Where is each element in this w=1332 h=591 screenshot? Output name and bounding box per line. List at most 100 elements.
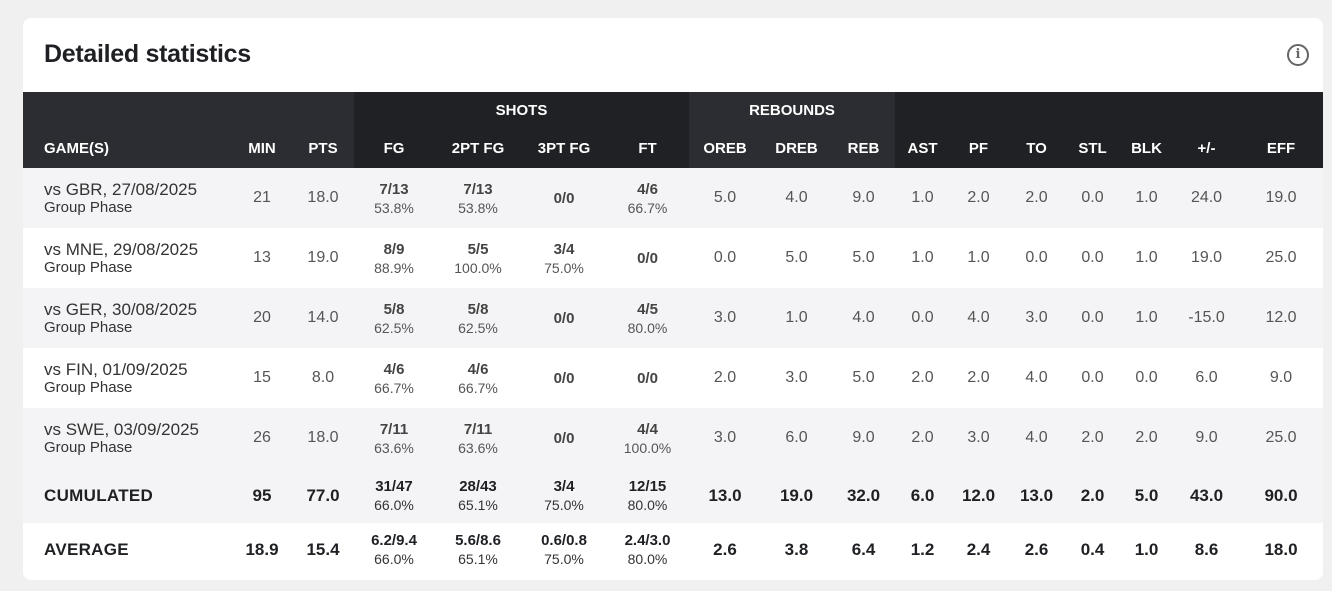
column-header-3pt-fg[interactable]: 3PT FG	[522, 128, 606, 168]
oreb-cell: 2.6	[713, 539, 737, 559]
eff-cell: 25.0	[1265, 249, 1297, 266]
stl-cell: 0.0	[1081, 369, 1104, 386]
column-header-eff[interactable]: EFF	[1239, 128, 1323, 168]
eff-cell: 18.0	[1264, 539, 1298, 559]
fg2-cell-pct: 100.0%	[454, 259, 502, 276]
fg2-cell: 5/8 62.5%	[434, 288, 522, 348]
pts-cell: 77.0	[306, 485, 340, 505]
game-row[interactable]: vs GER, 30/08/2025 Group Phase 20 14.0 5/8 62…	[23, 288, 1323, 348]
reb-cell: 32.0	[846, 485, 881, 505]
group-empty	[23, 92, 354, 128]
fg-cell-made: 4/6	[383, 360, 405, 378]
game-cell: vs GBR, 27/08/2025 Group Phase	[23, 168, 232, 228]
to-cell: 3.0	[1025, 309, 1048, 326]
column-header--[interactable]: +/-	[1174, 128, 1240, 168]
ft-cell-made: 4/4	[637, 420, 658, 438]
game-opponent-date[interactable]: vs GER, 30/08/2025	[44, 299, 198, 319]
stl-cell: 2.0	[1080, 485, 1105, 505]
to-cell: 0.0	[1025, 249, 1048, 266]
oreb-cell: 0.0	[713, 249, 737, 266]
reb-cell: 9.0	[852, 429, 875, 446]
eff-cell: 9.0	[1269, 369, 1293, 386]
to-cell: 2.0	[1025, 189, 1048, 206]
reb-cell: 9.0	[852, 189, 875, 206]
column-header-min[interactable]: MIN	[232, 128, 292, 168]
fg3-cell: 0/0	[522, 288, 606, 348]
game-phase: Group Phase	[44, 318, 133, 336]
blk-cell: 1.0	[1135, 249, 1158, 266]
game-opponent-date[interactable]: vs SWE, 03/09/2025	[44, 419, 199, 439]
plus-minus-cell: 6.0	[1195, 369, 1218, 386]
fg3-cell-pct: 75.0%	[544, 497, 584, 513]
game-row[interactable]: vs MNE, 29/08/2025 Group Phase 13 19.0 8/9 88…	[23, 228, 1323, 288]
eff-cell: 90.0	[1264, 485, 1298, 505]
game-opponent-date[interactable]: vs FIN, 01/09/2025	[44, 359, 188, 379]
ast-cell: 2.0	[911, 429, 934, 446]
fg3-cell-pct: 75.0%	[544, 259, 584, 276]
game-row[interactable]: vs GBR, 27/08/2025 Group Phase 21 18.0 7/13 5…	[23, 168, 1323, 228]
ft-cell-made: 0/0	[637, 249, 658, 267]
ft-cell: 0/0	[606, 348, 689, 408]
game-cell: vs GER, 30/08/2025 Group Phase	[23, 288, 232, 348]
oreb-cell: 3.0	[713, 309, 737, 326]
ft-cell: 4/6 66.7%	[606, 168, 689, 228]
to-cell: 13.0	[1019, 485, 1054, 505]
column-header-ft[interactable]: FT	[606, 128, 689, 168]
ft-cell-made: 0/0	[637, 369, 658, 387]
ft-cell-pct: 100.0%	[623, 439, 672, 456]
ft-cell: 4/4 100.0%	[606, 408, 689, 468]
fg-cell: 31/47 66.0%	[354, 468, 434, 523]
fg2-cell: 5/5 100.0%	[434, 228, 522, 288]
reb-cell: 5.0	[852, 249, 875, 266]
column-header-ast[interactable]: AST	[895, 128, 951, 168]
fg3-cell-made: 0/0	[553, 309, 575, 327]
fg-cell-pct: 53.8%	[374, 199, 414, 216]
game-row[interactable]: vs SWE, 03/09/2025 Group Phase 26 18.0 7/11 6…	[23, 408, 1323, 468]
game-cell: vs SWE, 03/09/2025 Group Phase	[23, 408, 232, 468]
card-title: Detailed statistics	[44, 40, 251, 68]
pts-cell: 14.0	[307, 309, 339, 326]
pf-cell: 12.0	[961, 485, 996, 505]
to-cell: 4.0	[1025, 429, 1048, 446]
column-header-game-s-[interactable]: GAME(S)	[23, 128, 232, 168]
plus-minus-cell: -15.0	[1188, 309, 1225, 326]
ft-cell: 12/15 80.0%	[606, 468, 689, 523]
fg2-cell-made: 5/8	[467, 300, 489, 318]
info-icon[interactable]: i	[1287, 44, 1309, 66]
ast-cell: 1.0	[911, 249, 934, 266]
oreb-cell: 13.0	[708, 485, 742, 505]
game-opponent-date[interactable]: vs GBR, 27/08/2025	[44, 179, 198, 199]
pts-cell: 18.0	[307, 189, 339, 206]
ft-cell-made: 12/15	[628, 478, 667, 495]
column-header-pts[interactable]: PTS	[292, 128, 354, 168]
blk-cell: 5.0	[1134, 485, 1159, 505]
column-header-stl[interactable]: STL	[1066, 128, 1120, 168]
fg3-cell: 3/4 75.0%	[522, 228, 606, 288]
fg-cell-made: 8/9	[383, 240, 405, 258]
total-label: AVERAGE	[44, 539, 129, 559]
fg2-cell: 4/6 66.7%	[434, 348, 522, 408]
fg-cell-pct: 66.0%	[374, 497, 414, 513]
column-header-fg[interactable]: FG	[354, 128, 434, 168]
pf-cell: 3.0	[967, 429, 990, 446]
ast-cell: 1.2	[910, 539, 935, 559]
column-header-pf[interactable]: PF	[950, 128, 1008, 168]
fg-cell-made: 7/11	[379, 420, 409, 438]
column-header-reb[interactable]: REB	[832, 128, 896, 168]
fg2-cell-made: 5/5	[467, 240, 489, 258]
eff-cell: 19.0	[1265, 189, 1297, 206]
game-row[interactable]: vs FIN, 01/09/2025 Group Phase 15 8.0 4/6 66.…	[23, 348, 1323, 408]
column-header-blk[interactable]: BLK	[1119, 128, 1175, 168]
blk-cell: 1.0	[1134, 539, 1159, 559]
fg2-cell-pct: 62.5%	[458, 319, 498, 336]
column-header-to[interactable]: TO	[1007, 128, 1067, 168]
column-header-dreb[interactable]: DREB	[761, 128, 832, 168]
pf-cell: 2.0	[967, 369, 990, 386]
column-header-2pt-fg[interactable]: 2PT FG	[434, 128, 522, 168]
group-header-row: SHOTS REBOUNDS	[23, 92, 1323, 128]
column-header-oreb[interactable]: OREB	[689, 128, 761, 168]
oreb-cell: 3.0	[713, 429, 737, 446]
blk-cell: 2.0	[1135, 429, 1158, 446]
fg2-cell: 7/11 63.6%	[434, 408, 522, 468]
game-opponent-date[interactable]: vs MNE, 29/08/2025	[44, 239, 199, 259]
